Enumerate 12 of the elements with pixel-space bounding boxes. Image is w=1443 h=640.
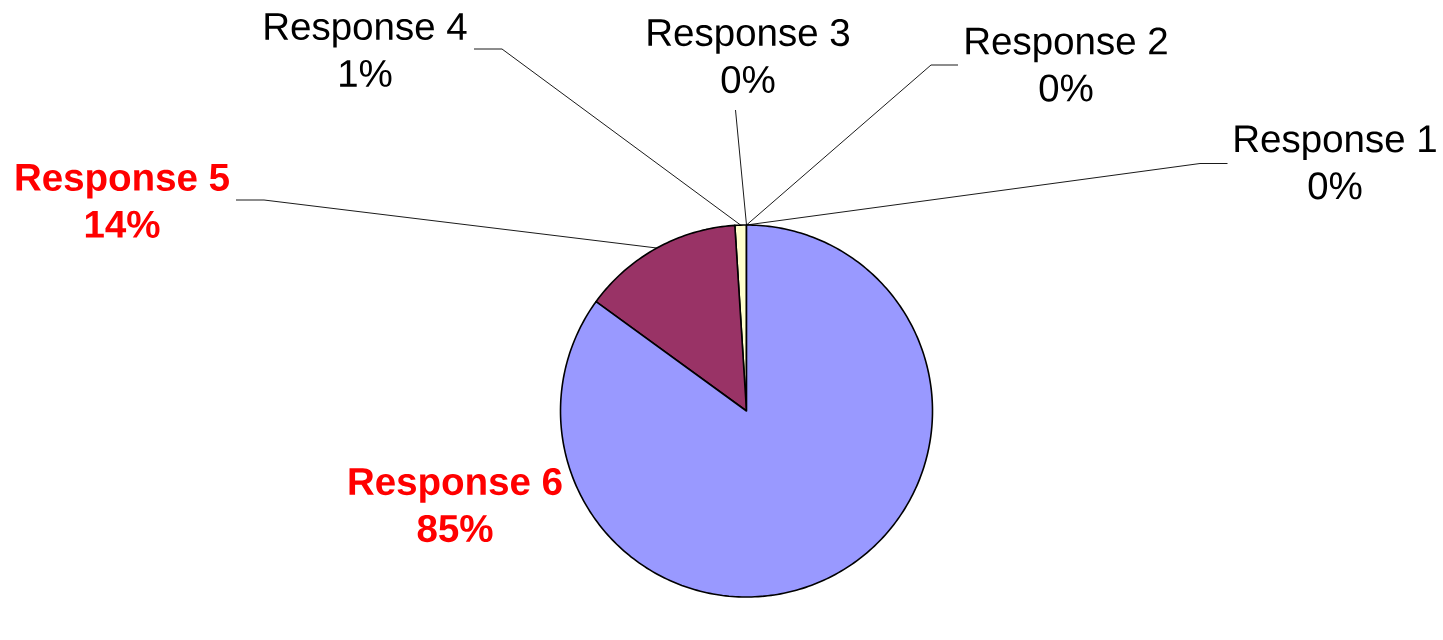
text: 0% [1308, 172, 1362, 200]
data-label: 1% [340, 59, 392, 87]
data-label: 85% [417, 514, 493, 543]
slice-label: Response 6 [349, 467, 562, 503]
category-label: Response 2 [966, 27, 1167, 63]
text: 0% [1039, 74, 1093, 102]
category-label: Response 1 [1235, 125, 1436, 161]
text: 0% [721, 65, 775, 94]
slice-label: Response 4 [265, 13, 467, 48]
slice-label: Response 5 [16, 164, 229, 199]
data-label: 14% [85, 210, 160, 238]
category-label: Response 3 [648, 18, 849, 54]
